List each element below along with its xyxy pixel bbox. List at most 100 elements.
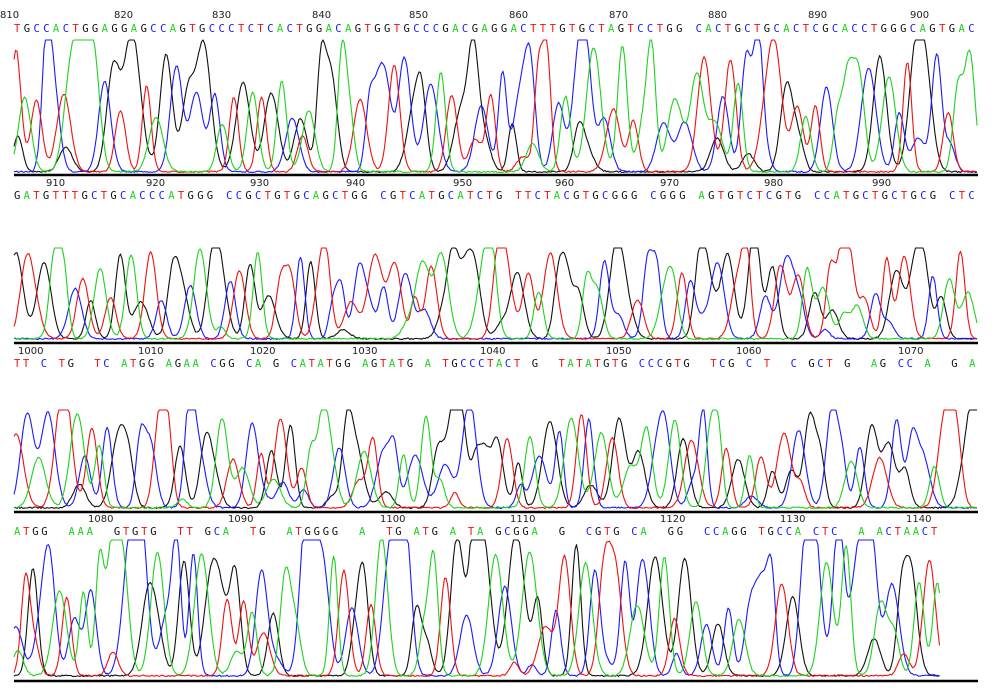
base-call-letter: G — [395, 526, 401, 538]
base-call-letter: G — [776, 190, 782, 202]
base-call-letter: A — [102, 23, 109, 35]
base-call-letter: T — [514, 358, 521, 370]
base-call-letter: A — [193, 358, 200, 370]
base-call-letter: C — [564, 190, 570, 202]
position-label: 1080 — [88, 514, 113, 525]
base-call-letter: A — [783, 23, 790, 35]
base-call-letter: C — [907, 358, 913, 370]
base-call-letter: G — [573, 190, 579, 202]
base-call-letter: G — [612, 190, 618, 202]
base-call-letter: G — [808, 358, 814, 370]
base-call-letter: C — [520, 23, 526, 35]
base-call-letter: T — [612, 358, 619, 370]
base-call-letter: A — [223, 526, 230, 538]
base-call-letter: G — [496, 190, 502, 202]
base-call-letter: T — [400, 190, 407, 202]
base-call-letter: G — [795, 190, 801, 202]
base-call-letter: T — [257, 23, 264, 35]
trace-line — [13, 247, 978, 341]
position-label: 1000 — [18, 346, 43, 357]
base-call-letter: A — [318, 358, 325, 370]
base-call-letter: A — [313, 190, 320, 202]
trace-plot — [13, 409, 978, 510]
base-call-letter: T — [604, 526, 611, 538]
position-label: 1100 — [380, 514, 405, 525]
base-call-letter: T — [23, 358, 30, 370]
base-call-letter: T — [429, 190, 436, 202]
base-call-letter: A — [698, 190, 705, 202]
trace-plot — [13, 247, 978, 341]
base-call-letter: T — [130, 358, 137, 370]
base-call-letter: A — [532, 526, 539, 538]
base-call-letter: G — [559, 526, 565, 538]
base-call-letter: G — [306, 23, 312, 35]
base-call-letter: T — [250, 526, 257, 538]
position-label: 880 — [708, 10, 727, 21]
base-call-letter: A — [969, 358, 976, 370]
base-call-letter: G — [495, 526, 501, 538]
base-call-letter: T — [177, 526, 184, 538]
base-call-letter: T — [189, 23, 196, 35]
base-call-letter: C — [462, 23, 468, 35]
base-call-letter: C — [814, 190, 820, 202]
base-call-letter: T — [295, 526, 302, 538]
base-call-letter: C — [448, 190, 454, 202]
base-call-letter: C — [746, 358, 752, 370]
base-call-letter: T — [754, 23, 761, 35]
position-label: 980 — [764, 178, 783, 189]
base-call-letter: A — [877, 526, 884, 538]
base-call-letter: C — [267, 23, 273, 35]
base-call-letter: G — [676, 23, 682, 35]
base-call-letter: G — [207, 190, 213, 202]
position-label: 930 — [250, 178, 269, 189]
trace-plot — [13, 539, 941, 678]
base-call-letter: C — [832, 23, 838, 35]
base-call-letter: T — [550, 23, 557, 35]
base-call-letter: A — [121, 358, 128, 370]
base-call-letter: T — [23, 526, 30, 538]
base-call-letter: C — [380, 190, 386, 202]
base-call-letter: C — [920, 190, 926, 202]
base-call-letter: T — [265, 190, 272, 202]
position-label: 1110 — [510, 514, 535, 525]
base-call-letter: G — [32, 526, 38, 538]
base-call-letter: C — [219, 23, 225, 35]
base-call-letter: T — [486, 190, 493, 202]
base-call-letter: A — [554, 190, 561, 202]
base-call-letter: G — [41, 526, 47, 538]
position-ruler: 810 820 830 840 850 860 870 880 890 900 — [0, 10, 929, 21]
position-label: 890 — [808, 10, 827, 21]
base-call-letter: C — [791, 358, 797, 370]
base-call-letter: G — [148, 358, 154, 370]
base-call-letter: C — [968, 190, 974, 202]
position-ruler: 1000 1010 1020 1030 1040 1050 1060 1070 — [18, 346, 923, 357]
base-call-letter: T — [342, 190, 349, 202]
base-call-letter: A — [78, 526, 85, 538]
base-call-letter: G — [631, 190, 637, 202]
base-call-letter: G — [880, 358, 886, 370]
base-call-letter: G — [666, 358, 672, 370]
base-call-letter: T — [544, 190, 551, 202]
base-call-letter: T — [14, 23, 21, 35]
base-call-letter: T — [525, 190, 532, 202]
base-call-letter: C — [246, 358, 252, 370]
base-call-letter: C — [236, 190, 242, 202]
base-call-letter: A — [184, 358, 191, 370]
position-label: 830 — [212, 10, 231, 21]
base-call-letter: A — [481, 23, 488, 35]
base-call-letter: C — [160, 23, 166, 35]
base-call-letter: C — [910, 23, 916, 35]
base-call-letter: C — [891, 190, 897, 202]
base-call-letter: T — [569, 23, 576, 35]
base-call-letter: C — [423, 23, 429, 35]
base-call-letter: A — [640, 526, 647, 538]
base-call-letter: G — [621, 190, 627, 202]
position-label: 990 — [872, 178, 891, 189]
base-call-letter: C — [851, 23, 857, 35]
base-call-letter: G — [111, 23, 117, 35]
base-call-letter: G — [853, 190, 859, 202]
base-call-letter: G — [728, 358, 734, 370]
position-label: 960 — [555, 178, 574, 189]
